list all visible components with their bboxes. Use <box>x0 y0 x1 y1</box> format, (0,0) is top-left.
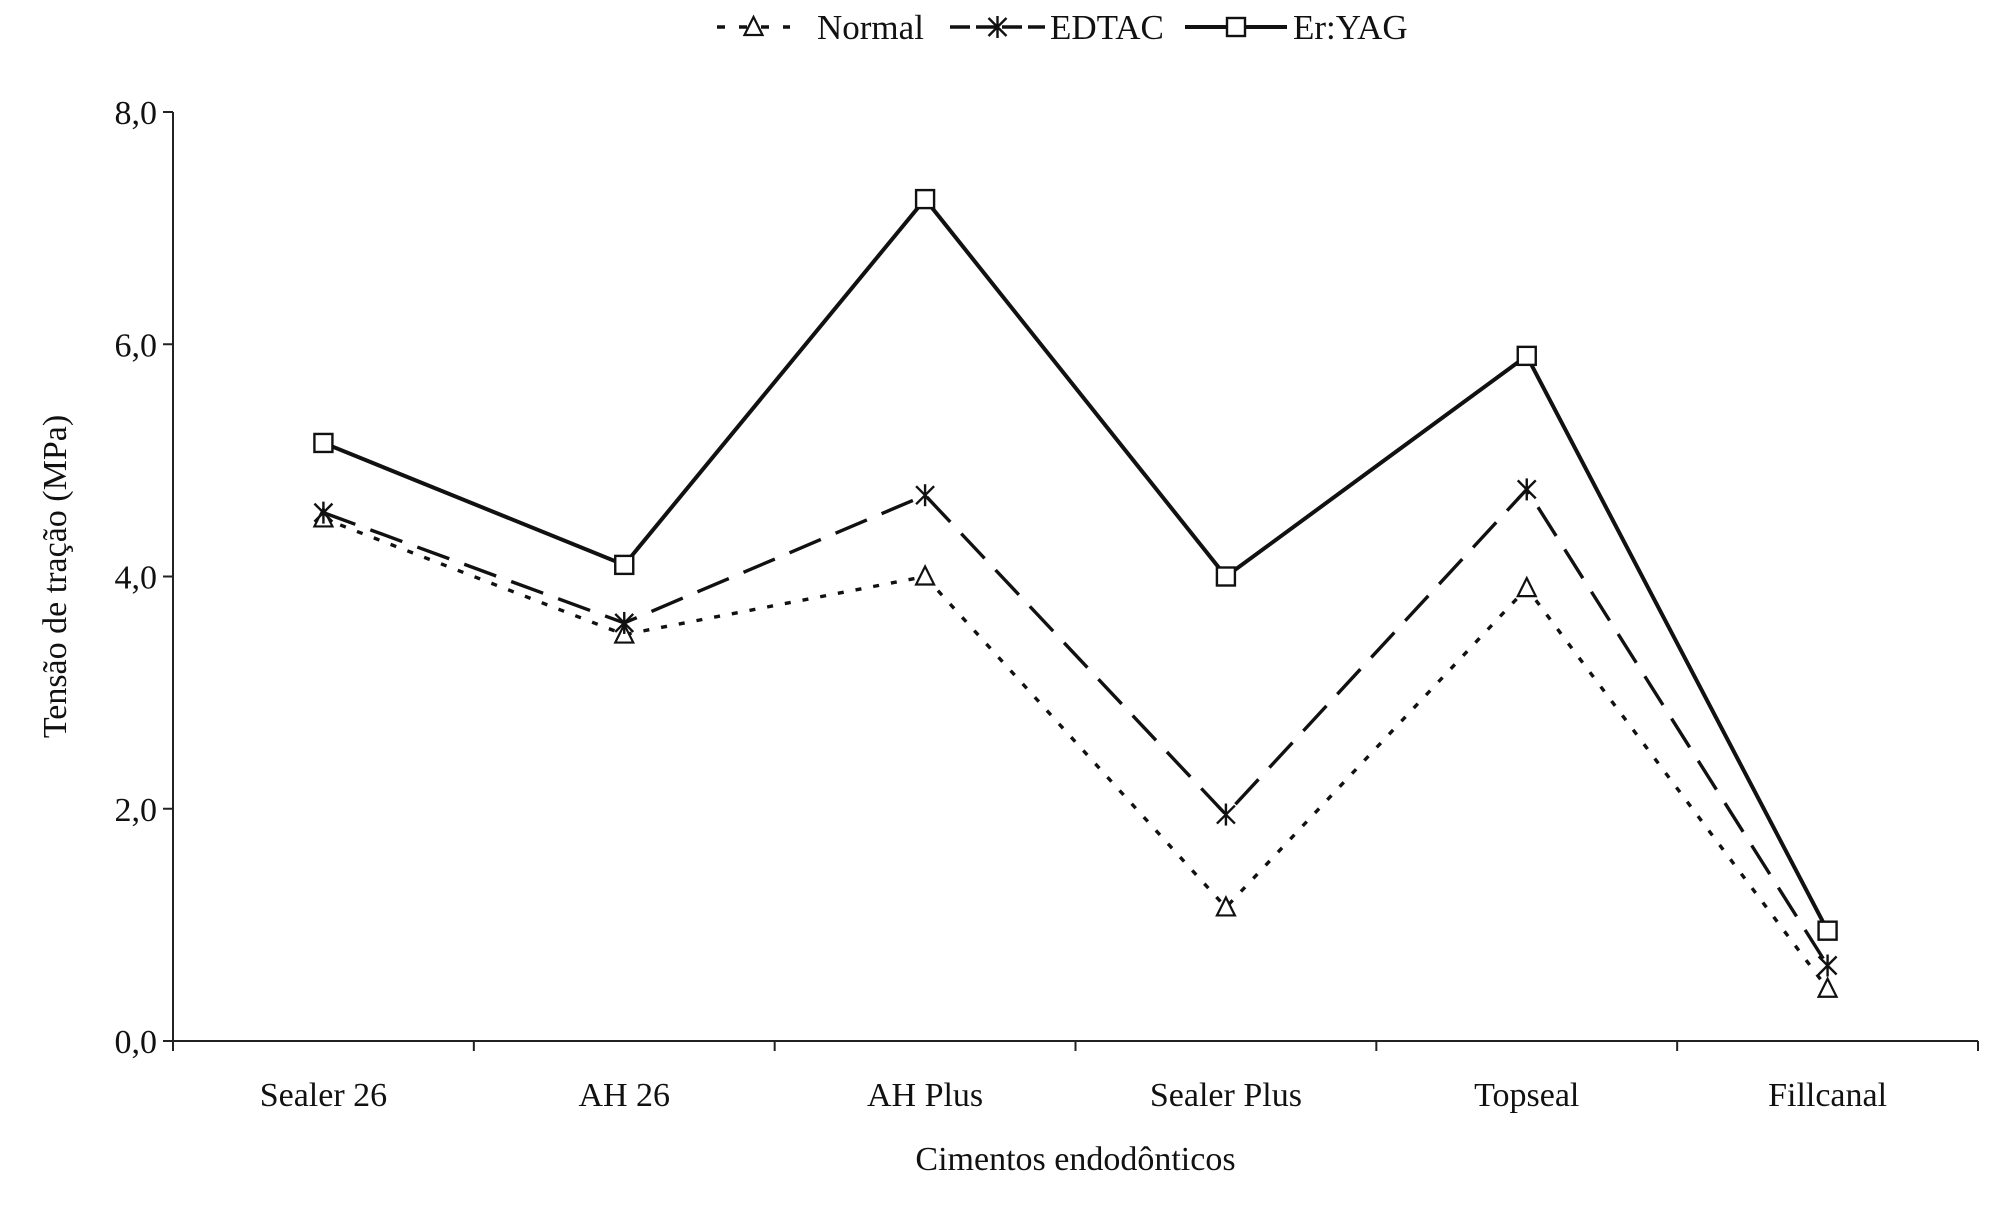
legend-label: Er:YAG <box>1293 8 1408 47</box>
data-point <box>1215 566 1237 587</box>
x-tick-label: Topseal <box>1474 1077 1579 1114</box>
series-line <box>322 516 1829 990</box>
data-point <box>1817 920 1838 941</box>
data-point <box>313 432 334 454</box>
data-point <box>614 611 635 634</box>
series-line <box>322 195 1830 932</box>
data-point <box>1516 345 1537 367</box>
series-er-yag <box>313 188 1838 941</box>
legend-item: EDTAC <box>950 8 1164 47</box>
x-tick-label: AH 26 <box>578 1077 670 1114</box>
data-point <box>742 14 765 37</box>
data-point <box>914 564 936 586</box>
y-tick-label: 2,0 <box>115 792 158 829</box>
x-tick-label: Sealer 26 <box>260 1077 387 1114</box>
legend-label: Normal <box>817 8 924 47</box>
legend-item: Er:YAG <box>1185 8 1408 47</box>
data-point <box>1225 16 1247 38</box>
y-tick-label: 6,0 <box>115 327 158 364</box>
y-tick-label: 8,0 <box>115 95 158 132</box>
data-point <box>1816 976 1839 998</box>
data-point <box>1516 478 1537 501</box>
axes <box>172 112 1978 1042</box>
legend: Normal EDTAC Er:YAG <box>717 8 1408 47</box>
x-axis-title: Cimentos endodônticos <box>915 1141 1235 1178</box>
data-point <box>1215 894 1237 917</box>
data-point <box>1515 575 1538 598</box>
x-tick-label: Sealer Plus <box>1150 1077 1302 1114</box>
y-tick-label: 0,0 <box>115 1024 158 1061</box>
data-point <box>987 16 1008 38</box>
data-point <box>914 188 936 210</box>
y-axis-title: Tensão de tração (MPa) <box>37 415 74 738</box>
x-tick-label: AH Plus <box>867 1077 983 1114</box>
data-point <box>1216 803 1236 826</box>
x-tick-label: Fillcanal <box>1768 1077 1887 1114</box>
data-point <box>614 554 635 576</box>
series-normal <box>312 505 1839 998</box>
data-point <box>1817 954 1838 977</box>
series-edtac <box>313 478 1838 977</box>
series-layer <box>312 188 1839 998</box>
data-point <box>915 484 935 507</box>
legend-label: EDTAC <box>1050 8 1164 47</box>
y-tick-label: 4,0 <box>115 560 158 597</box>
legend-item: Normal <box>717 8 924 47</box>
data-point <box>313 501 334 524</box>
tick-labels: 0,0 2,0 4,0 6,0 8,0 Sealer 26 AH 26 AH Plus Seal… <box>115 95 1979 1114</box>
series-line <box>322 486 1830 967</box>
